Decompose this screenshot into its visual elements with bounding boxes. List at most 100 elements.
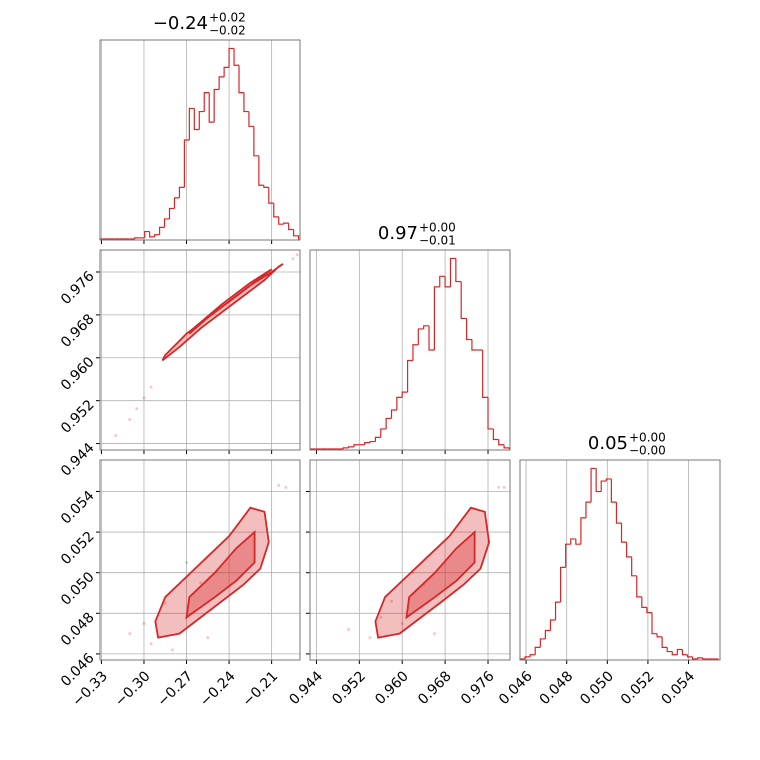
- histogram-step: [173, 197, 180, 209]
- x-tick-label: −0.21: [240, 668, 282, 710]
- sample-point: [142, 396, 146, 400]
- histogram-step: [646, 607, 652, 614]
- histogram-step: [238, 65, 244, 94]
- sample-point: [497, 485, 501, 489]
- x-tick-label: 0.052: [618, 668, 658, 708]
- histogram-step: [702, 657, 708, 660]
- histogram-step: [385, 417, 392, 429]
- histogram-step: [625, 542, 632, 558]
- panel-title: −0.24: [153, 13, 208, 34]
- histogram-step: [223, 66, 230, 77]
- sample-point: [400, 621, 404, 625]
- x-tick-label: −0.24: [197, 668, 239, 710]
- x-tick-label: 0.976: [458, 668, 498, 708]
- histogram-step: [134, 237, 140, 239]
- histogram-step: [417, 328, 424, 345]
- sample-point: [142, 621, 146, 625]
- x-tick-label: 0.048: [537, 668, 577, 708]
- sample-point: [149, 385, 153, 389]
- histogram-step: [406, 359, 413, 393]
- sample-point: [170, 648, 174, 652]
- histogram-step: [288, 223, 294, 231]
- panel-frame: [99, 249, 301, 451]
- histogram-step: [610, 478, 617, 503]
- histogram-step: [158, 226, 165, 235]
- histogram-step: [534, 646, 541, 655]
- histogram-step: [412, 344, 419, 361]
- sample-point: [185, 561, 189, 565]
- histogram-step: [656, 633, 663, 638]
- histogram-step: [188, 107, 195, 140]
- panel-frame: [99, 459, 301, 661]
- histogram-step: [605, 478, 612, 482]
- panel-title-lower: −0.02: [209, 24, 246, 38]
- sample-point: [114, 434, 118, 438]
- y-tick-label: 0.960: [58, 354, 98, 394]
- histogram-step: [661, 636, 668, 648]
- histogram-step: [439, 275, 446, 287]
- histogram-step: [198, 110, 205, 130]
- histogram-step: [428, 325, 435, 351]
- histogram-step: [487, 397, 494, 430]
- histogram-step: [263, 185, 269, 188]
- panel-title-upper: +0.00: [419, 221, 456, 235]
- contour: [154, 506, 270, 639]
- sample-point: [135, 407, 139, 411]
- histogram-step: [203, 92, 210, 112]
- histogram-step: [213, 88, 220, 123]
- histogram-step: [482, 350, 489, 398]
- sample-point: [149, 642, 153, 646]
- contour: [161, 263, 284, 362]
- histogram-step: [595, 468, 602, 493]
- sample-point: [206, 636, 210, 640]
- histogram-step: [465, 318, 472, 341]
- histogram-step: [671, 651, 678, 656]
- panel-title-lower: −0.00: [629, 444, 666, 458]
- histogram-step: [697, 657, 703, 659]
- histogram-step: [144, 230, 150, 238]
- sample-point: [379, 615, 383, 619]
- histogram-step: [676, 648, 683, 655]
- sample-point: [390, 599, 394, 603]
- histogram-step: [380, 428, 387, 438]
- histogram-step: [218, 76, 225, 90]
- panel-frame: [519, 459, 721, 661]
- histogram-step: [178, 186, 185, 198]
- histogram-step: [460, 281, 467, 320]
- histogram-step: [364, 442, 371, 445]
- histogram-step: [243, 92, 249, 113]
- contour: [405, 530, 476, 620]
- sample-point: [163, 601, 167, 605]
- histogram-step: [433, 286, 440, 350]
- histogram-step: [549, 619, 556, 631]
- sample-point: [368, 636, 372, 640]
- histogram-step: [342, 447, 349, 449]
- panel-frame: [309, 459, 511, 661]
- histogram-step: [641, 596, 647, 608]
- histogram-step: [369, 440, 376, 443]
- histogram-step: [585, 501, 592, 518]
- histogram-step: [283, 222, 289, 225]
- sample-point: [347, 628, 351, 632]
- histogram-step: [686, 654, 693, 658]
- histogram-step: [278, 216, 284, 225]
- sample-point: [128, 632, 132, 636]
- sample-point: [284, 485, 288, 489]
- sample-point: [128, 417, 132, 421]
- panel-title-lower: −0.01: [419, 234, 456, 248]
- histogram-step: [390, 409, 397, 419]
- histogram-step: [503, 444, 511, 450]
- y-tick-label: 0.054: [58, 488, 98, 528]
- histogram-step: [554, 601, 561, 620]
- contour: [185, 530, 256, 620]
- histogram-step: [401, 391, 408, 398]
- contour: [188, 268, 273, 335]
- panel-title-upper: +0.00: [629, 431, 666, 445]
- sample-point: [199, 581, 203, 585]
- histogram-step: [374, 436, 381, 442]
- y-tick-label: 0.968: [58, 311, 98, 351]
- histogram-step: [293, 229, 300, 240]
- x-tick-label: 0.050: [577, 668, 617, 708]
